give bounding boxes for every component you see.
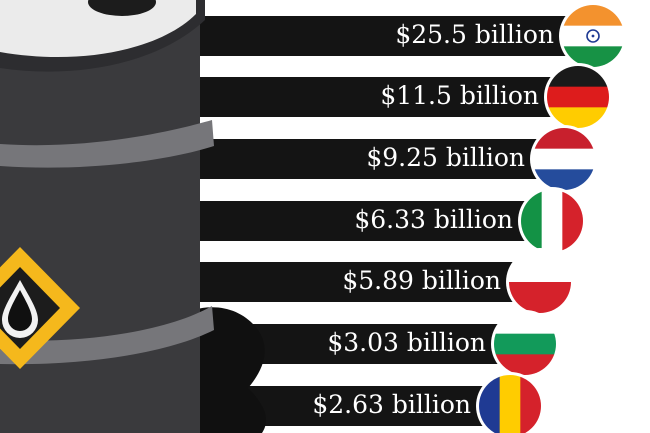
bar-value-label: $2.63 billion bbox=[312, 390, 471, 419]
oil-barrel-illustration bbox=[0, 0, 267, 433]
bar-value-label: $3.03 billion bbox=[327, 328, 486, 357]
bar-germany bbox=[190, 77, 578, 117]
bar-value-label: $6.33 billion bbox=[354, 205, 513, 234]
india-flag-icon bbox=[559, 2, 627, 70]
bar-value-label: $5.89 billion bbox=[342, 266, 501, 295]
barrel-band-bottom bbox=[0, 306, 214, 365]
bar-italy bbox=[190, 201, 552, 241]
bar-value-label: $11.5 billion bbox=[380, 81, 539, 110]
bars bbox=[190, 16, 593, 426]
bar-value-label: $9.25 billion bbox=[366, 143, 525, 172]
oil-drop-core bbox=[8, 290, 32, 331]
romania-flag-icon bbox=[476, 372, 544, 433]
flags bbox=[476, 0, 627, 433]
italy-flag-icon bbox=[518, 187, 586, 255]
bar-india bbox=[190, 16, 593, 56]
barrel-bung bbox=[88, 0, 156, 16]
bar-value-label: $25.5 billion bbox=[395, 20, 554, 49]
germany-flag-icon bbox=[544, 63, 612, 131]
bar-poland bbox=[190, 262, 540, 302]
netherlands-flag-icon bbox=[530, 125, 598, 193]
barrel-body bbox=[0, 22, 200, 433]
barrel-top bbox=[0, 0, 196, 58]
barrel-band-top bbox=[0, 120, 214, 168]
poland-flag-icon bbox=[506, 248, 574, 316]
bulgaria-flag-icon bbox=[491, 310, 559, 378]
bar-netherlands bbox=[190, 139, 564, 179]
